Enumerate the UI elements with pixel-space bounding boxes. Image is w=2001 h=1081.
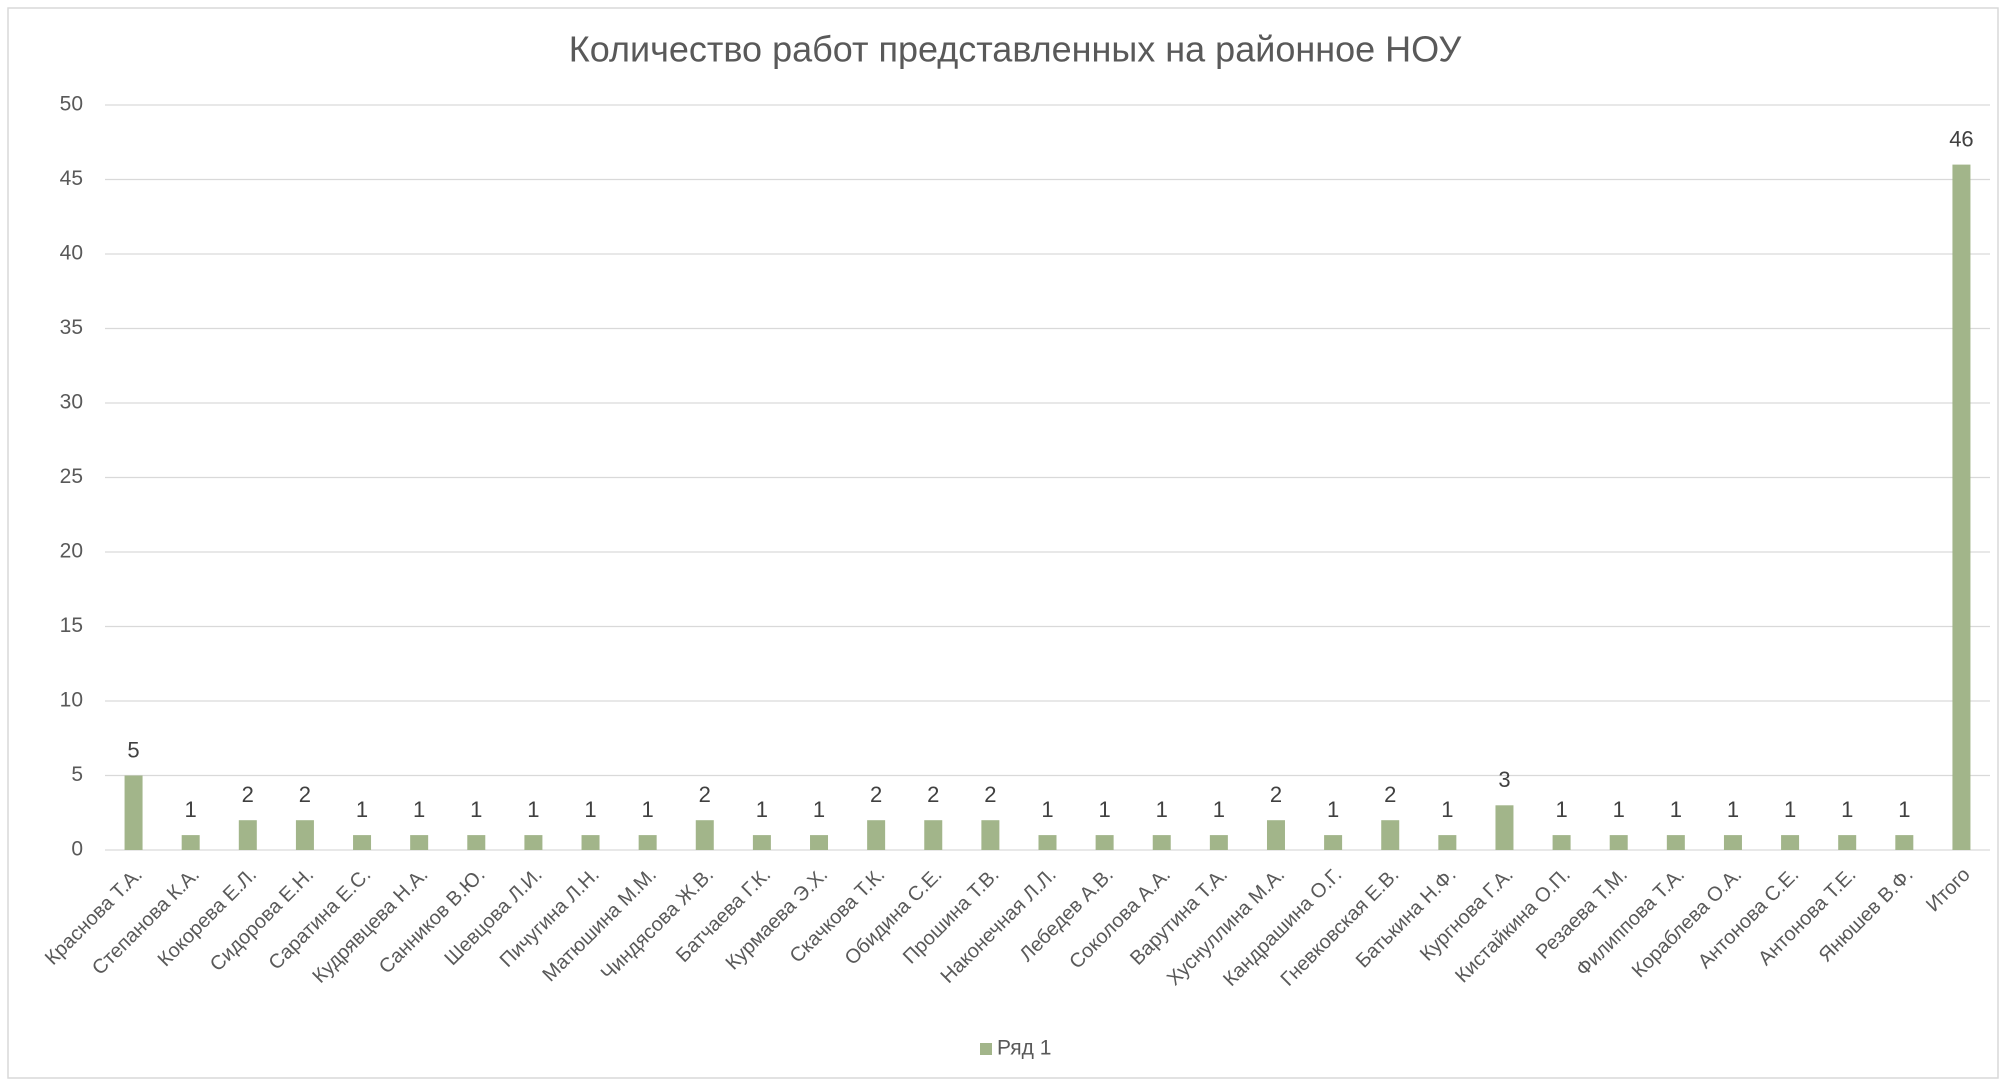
data-label: 1 (1098, 797, 1110, 822)
data-label: 1 (356, 797, 368, 822)
data-label: 1 (1156, 797, 1168, 822)
bar (1838, 835, 1857, 850)
y-tick-label: 40 (60, 242, 83, 265)
bar (1381, 820, 1400, 850)
data-label: 1 (1441, 797, 1453, 822)
chart-title: Количество работ представленных на район… (569, 29, 1463, 70)
data-label: 2 (870, 782, 882, 807)
bar (524, 835, 543, 850)
data-label: 1 (1555, 797, 1567, 822)
bar (752, 835, 771, 850)
bar (695, 820, 714, 850)
data-label: 1 (1841, 797, 1853, 822)
legend-swatch (980, 1043, 992, 1055)
bar (981, 820, 1000, 850)
bar (867, 820, 886, 850)
bar (1666, 835, 1685, 850)
y-tick-label: 0 (71, 838, 83, 861)
data-label: 2 (1270, 782, 1282, 807)
data-label: 1 (584, 797, 596, 822)
data-label: 2 (699, 782, 711, 807)
bar (1609, 835, 1628, 850)
bar (124, 775, 143, 850)
bar (353, 835, 372, 850)
y-tick-label: 5 (71, 763, 83, 786)
data-label: 2 (984, 782, 996, 807)
chart-area (7, 7, 1999, 1079)
y-tick-label: 50 (60, 93, 83, 116)
y-tick-label: 10 (60, 689, 83, 712)
bar (1038, 835, 1057, 850)
data-label: 3 (1498, 767, 1510, 792)
y-tick-label: 25 (60, 465, 83, 488)
data-label: 1 (1041, 797, 1053, 822)
data-label: 2 (242, 782, 254, 807)
data-label: 1 (1784, 797, 1796, 822)
data-label: 1 (470, 797, 482, 822)
data-label: 1 (1727, 797, 1739, 822)
bar (1495, 805, 1514, 850)
bar (1266, 820, 1285, 850)
bar (1952, 164, 1971, 851)
data-label: 1 (1898, 797, 1910, 822)
bar (638, 835, 657, 850)
data-label: 1 (1670, 797, 1682, 822)
bar (1152, 835, 1171, 850)
y-tick-label: 15 (60, 614, 83, 637)
data-label: 1 (1213, 797, 1225, 822)
y-tick-label: 45 (60, 167, 83, 190)
data-label: 1 (1613, 797, 1625, 822)
data-label: 5 (127, 737, 139, 762)
bar (924, 820, 943, 850)
bar (181, 835, 200, 850)
y-tick-label: 20 (60, 540, 83, 563)
data-label: 2 (927, 782, 939, 807)
bar (1324, 835, 1343, 850)
bar (1095, 835, 1114, 850)
bar (1438, 835, 1457, 850)
data-label: 1 (527, 797, 539, 822)
bar (1209, 835, 1228, 850)
data-label: 1 (756, 797, 768, 822)
bar (467, 835, 486, 850)
bar (1723, 835, 1742, 850)
bar (1552, 835, 1571, 850)
data-label: 2 (1384, 782, 1396, 807)
bar (810, 835, 829, 850)
y-tick-label: 30 (60, 391, 83, 414)
bar (581, 835, 600, 850)
bar (295, 820, 314, 850)
bar (1781, 835, 1800, 850)
data-label: 1 (185, 797, 197, 822)
bar (1895, 835, 1914, 850)
bar (410, 835, 429, 850)
data-label: 1 (813, 797, 825, 822)
data-label: 1 (1327, 797, 1339, 822)
data-label: 1 (413, 797, 425, 822)
bar (238, 820, 257, 850)
y-tick-label: 35 (60, 316, 83, 339)
legend-label: Ряд 1 (997, 1037, 1051, 1060)
data-label: 46 (1949, 126, 1973, 151)
data-label: 1 (642, 797, 654, 822)
data-label: 2 (299, 782, 311, 807)
